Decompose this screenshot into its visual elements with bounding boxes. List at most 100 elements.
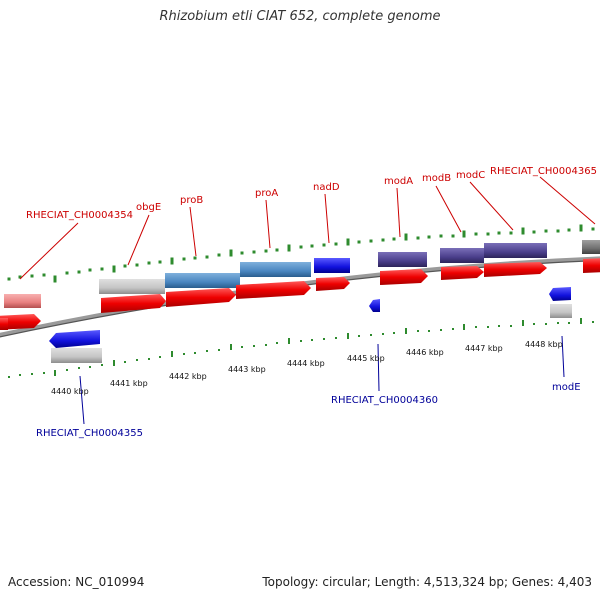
- leader-line: [265, 199, 271, 249]
- gene-modb-block[interactable]: [440, 248, 484, 263]
- tick: [194, 352, 196, 354]
- cds-arrow[interactable]: [316, 277, 350, 291]
- tick: [334, 242, 338, 246]
- tick: [264, 249, 268, 253]
- gene-obge-block[interactable]: [99, 279, 165, 294]
- tick: [31, 373, 33, 375]
- label-nadd[interactable]: nadD: [313, 182, 340, 193]
- leader-line: [396, 187, 401, 238]
- cds-arrow[interactable]: [441, 266, 484, 280]
- gene-mode-block[interactable]: [550, 304, 572, 318]
- leader-line: [469, 181, 514, 231]
- label-rheciat-ch0004354[interactable]: RHECIAT_CH0004354: [26, 210, 133, 221]
- gene-rheciat-ch0004354-block[interactable]: [4, 294, 41, 308]
- label-obge[interactable]: obgE: [136, 202, 161, 213]
- gene-rheciat-ch0004365-block[interactable]: [582, 240, 600, 254]
- map-title: Rhizobium etli CIAT 652, complete genome: [159, 9, 441, 24]
- cds-arrow[interactable]: [583, 258, 600, 273]
- tick: [252, 250, 256, 254]
- label-rheciat-ch0004365[interactable]: RHECIAT_CH0004365: [490, 166, 597, 177]
- leader-line: [19, 222, 79, 280]
- tick: [370, 334, 372, 336]
- gene-proa-block[interactable]: [240, 262, 311, 277]
- cds-arrow[interactable]: [380, 269, 428, 285]
- tick: [18, 275, 22, 279]
- tick: [123, 264, 127, 268]
- kbp-label: 4442 kbp: [169, 372, 207, 381]
- gene-prob-block[interactable]: [165, 273, 240, 288]
- label-modb[interactable]: modB: [422, 173, 451, 184]
- tick: [124, 361, 126, 363]
- gene-rheciat-ch0004360-arrow[interactable]: [369, 299, 380, 312]
- tick: [486, 232, 490, 236]
- reverse-gene-track: [49, 287, 572, 363]
- tick: [112, 265, 116, 273]
- gene-modc-block[interactable]: [484, 243, 547, 258]
- gene-mode-arrow[interactable]: [549, 287, 571, 301]
- tick: [498, 325, 500, 327]
- tick: [171, 351, 173, 357]
- tick: [567, 228, 571, 232]
- tick: [427, 235, 431, 239]
- tick: [451, 234, 455, 238]
- tick: [475, 326, 477, 328]
- tick: [205, 255, 209, 259]
- forward-gene-track: [4, 240, 600, 308]
- tick: [88, 268, 92, 272]
- label-proa[interactable]: proA: [255, 188, 278, 199]
- label-modc[interactable]: modC: [456, 170, 485, 181]
- tick: [78, 367, 80, 369]
- genome-summary-text: Topology: circular; Length: 4,513,324 bp…: [262, 575, 592, 589]
- kbp-label: 4444 kbp: [287, 359, 325, 368]
- tick: [381, 238, 385, 242]
- tick: [417, 330, 419, 332]
- kbp-label: 4440 kbp: [51, 387, 89, 396]
- tick: [30, 274, 34, 278]
- label-rheciat-ch0004360[interactable]: RHECIAT_CH0004360: [331, 395, 438, 406]
- cds-arrow[interactable]: [0, 318, 8, 330]
- tick: [487, 326, 489, 328]
- tick: [159, 356, 161, 358]
- gene-nadd-block[interactable]: [314, 258, 350, 273]
- tick: [217, 253, 221, 257]
- gene-rheciat-ch0004355-block[interactable]: [51, 348, 102, 363]
- label-moda[interactable]: modA: [384, 176, 413, 187]
- tick: [43, 372, 45, 374]
- cds-arrow[interactable]: [101, 294, 166, 313]
- cds-arrow[interactable]: [166, 288, 236, 307]
- tick: [253, 345, 255, 347]
- forward-cds-track: [0, 258, 600, 330]
- cds-arrow[interactable]: [484, 262, 547, 277]
- gene-rheciat-ch0004355-arrow[interactable]: [49, 330, 100, 348]
- cds-arrow[interactable]: [236, 281, 311, 299]
- tick: [545, 323, 547, 325]
- tick: [568, 322, 570, 324]
- tick: [230, 344, 232, 350]
- leader-line: [377, 343, 380, 392]
- label-prob[interactable]: proB: [180, 195, 203, 206]
- leader-line: [435, 185, 462, 233]
- tick: [218, 349, 220, 351]
- tick: [544, 229, 548, 233]
- tick: [393, 332, 395, 334]
- tick: [66, 369, 68, 371]
- kbp-label: 4443 kbp: [228, 365, 266, 374]
- tick: [89, 366, 91, 368]
- tick: [135, 263, 139, 267]
- cds-arrow[interactable]: [0, 314, 41, 330]
- tick: [148, 358, 150, 360]
- label-rheciat-ch0004355[interactable]: RHECIAT_CH0004355: [36, 428, 143, 439]
- accession-text: Accession: NC_010994: [8, 575, 145, 589]
- tick: [42, 273, 46, 277]
- tick: [592, 321, 594, 323]
- tick: [428, 330, 430, 332]
- gene-moda-block[interactable]: [378, 252, 427, 267]
- tick: [311, 339, 313, 341]
- tick: [346, 238, 350, 246]
- tick: [556, 229, 560, 233]
- label-mode[interactable]: modE: [552, 382, 581, 393]
- tick: [474, 232, 478, 236]
- tick: [229, 249, 233, 257]
- tick: [240, 251, 244, 255]
- inner-tick-track: [8, 318, 594, 378]
